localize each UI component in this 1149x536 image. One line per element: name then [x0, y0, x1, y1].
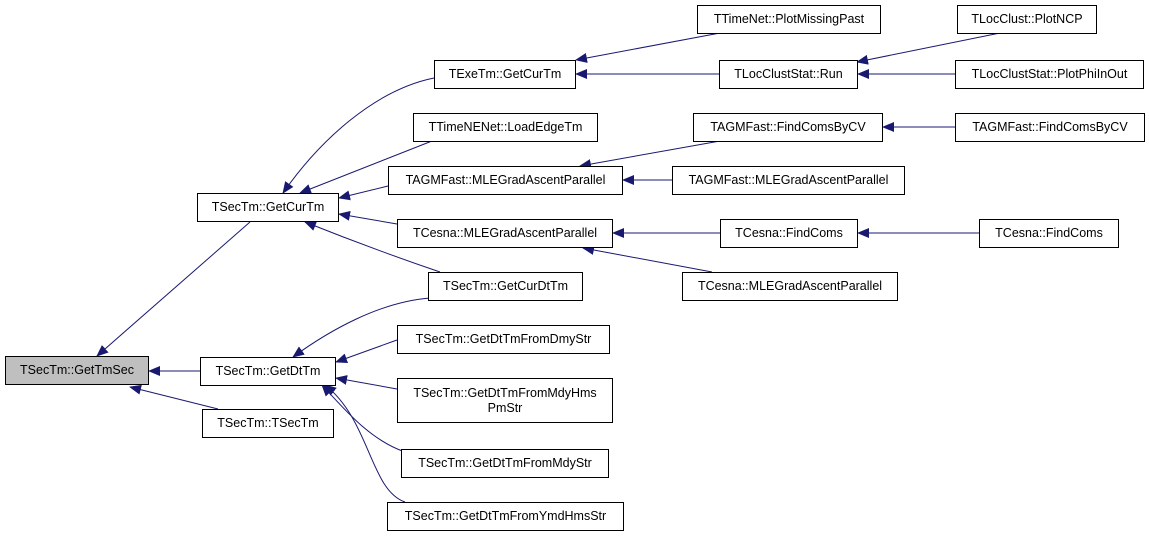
edge-ymdhms-to-getdttm	[324, 384, 406, 503]
node-label: TLocClustStat::PlotPhiInOut	[971, 67, 1128, 81]
node-label: TAGMFast::FindComsByCV	[710, 120, 866, 134]
node-label: TSecTm::GetTmSec	[20, 363, 134, 377]
node-plotncp[interactable]: TLocClust::PlotNCP	[957, 5, 1097, 34]
node-label: TCesna::MLEGradAscentParallel	[697, 279, 883, 293]
node-label: TLocClustStat::Run	[734, 67, 843, 81]
edge-exegetcurtm-to-getcurtm	[282, 77, 435, 194]
node-label: TAGMFast::MLEGradAscentParallel	[688, 173, 889, 187]
edge-getcurdttm-to-getcurtm	[304, 221, 441, 273]
node-agm-findcoms-1[interactable]: TAGMFast::FindComsByCV	[693, 113, 883, 142]
edge-plotmissingpast-to-exegetcurtm	[575, 32, 721, 63]
node-label-line1: TSecTm::GetDtTmFromMdyHms	[413, 385, 597, 400]
node-exe-getcurtm[interactable]: TExeTm::GetCurTm	[434, 60, 576, 89]
node-loadedgetm[interactable]: TTimeNENet::LoadEdgeTm	[413, 113, 598, 142]
node-label: TSecTm::GetDtTmFromDmyStr	[415, 332, 592, 346]
node-label: TTimeNENet::LoadEdgeTm	[428, 120, 583, 134]
node-getcurtm[interactable]: TSecTm::GetCurTm	[197, 193, 339, 222]
node-label: TLocClust::PlotNCP	[971, 12, 1083, 26]
node-ymdhmsstr[interactable]: TSecTm::GetDtTmFromYmdHmsStr	[387, 502, 624, 531]
node-label: TSecTm::TSecTm	[217, 416, 319, 430]
node-cesna-mle-2[interactable]: TCesna::MLEGradAscentParallel	[682, 272, 898, 301]
node-label: TSecTm::GetCurTm	[211, 200, 325, 214]
edge-plotncp-to-locclustrun	[856, 32, 1001, 65]
node-agm-findcoms-2[interactable]: TAGMFast::FindComsByCV	[955, 113, 1145, 142]
node-cesna-findcoms-1[interactable]: TCesna::FindComs	[720, 219, 858, 248]
edge-mdystr-to-getdttm	[321, 384, 406, 453]
edge-agmfindcoms-to-agmmle	[579, 140, 721, 169]
edge-agmmle-to-getcurtm	[338, 185, 389, 201]
edge-getcurdttm-to-getdttm	[292, 297, 431, 358]
edge-mdyhmspm-to-getdttm	[335, 375, 398, 390]
edge-cesnamle-to-getcurtm	[338, 210, 398, 225]
edge-dmystr-to-getdttm	[335, 339, 398, 363]
edge-getcurtm-to-gettmsec	[96, 221, 251, 357]
edge-cesnamle2-to-cesnamle	[582, 245, 713, 273]
node-plotphiinout[interactable]: TLocClustStat::PlotPhiInOut	[955, 60, 1144, 89]
node-root-gettmsec: TSecTm::GetTmSec	[5, 356, 149, 385]
node-label: TSecTm::GetDtTmFromMdyStr	[418, 456, 592, 470]
node-plotmissingpast[interactable]: TTimeNet::PlotMissingPast	[697, 5, 881, 34]
node-label: TSecTm::GetCurDtTm	[442, 279, 568, 293]
node-label-line2: PmStr	[487, 400, 523, 415]
node-cesna-mle[interactable]: TCesna::MLEGradAscentParallel	[397, 219, 613, 248]
edge-tsectm-to-gettmsec	[129, 384, 219, 410]
node-locclust-run[interactable]: TLocClustStat::Run	[719, 60, 858, 89]
node-label: TCesna::FindComs	[735, 226, 843, 240]
node-label: TAGMFast::MLEGradAscentParallel	[405, 173, 606, 187]
node-cesna-findcoms-2[interactable]: TCesna::FindComs	[979, 219, 1119, 248]
node-label: TSecTm::GetDtTmFromYmdHmsStr	[404, 509, 607, 523]
edge-loadedgetm-to-getcurtm	[299, 140, 433, 194]
node-agm-mle[interactable]: TAGMFast::MLEGradAscentParallel	[388, 166, 623, 195]
node-label: TCesna::FindComs	[995, 226, 1103, 240]
node-agm-mle-2[interactable]: TAGMFast::MLEGradAscentParallel	[672, 166, 905, 195]
node-label: TExeTm::GetCurTm	[448, 67, 562, 81]
node-label: TCesna::MLEGradAscentParallel	[412, 226, 598, 240]
node-label: TSecTm::GetDtTm	[215, 364, 321, 378]
node-tsectm[interactable]: TSecTm::TSecTm	[202, 409, 334, 438]
node-dmystr[interactable]: TSecTm::GetDtTmFromDmyStr	[397, 325, 610, 354]
node-mdystr[interactable]: TSecTm::GetDtTmFromMdyStr	[401, 449, 609, 478]
node-label: TAGMFast::FindComsByCV	[972, 120, 1128, 134]
node-getcurdttm[interactable]: TSecTm::GetCurDtTm	[428, 272, 583, 301]
node-label: TTimeNet::PlotMissingPast	[713, 12, 865, 26]
node-mdyhmspmstr[interactable]: TSecTm::GetDtTmFromMdyHms PmStr	[397, 378, 613, 423]
node-getdttm[interactable]: TSecTm::GetDtTm	[200, 357, 336, 386]
